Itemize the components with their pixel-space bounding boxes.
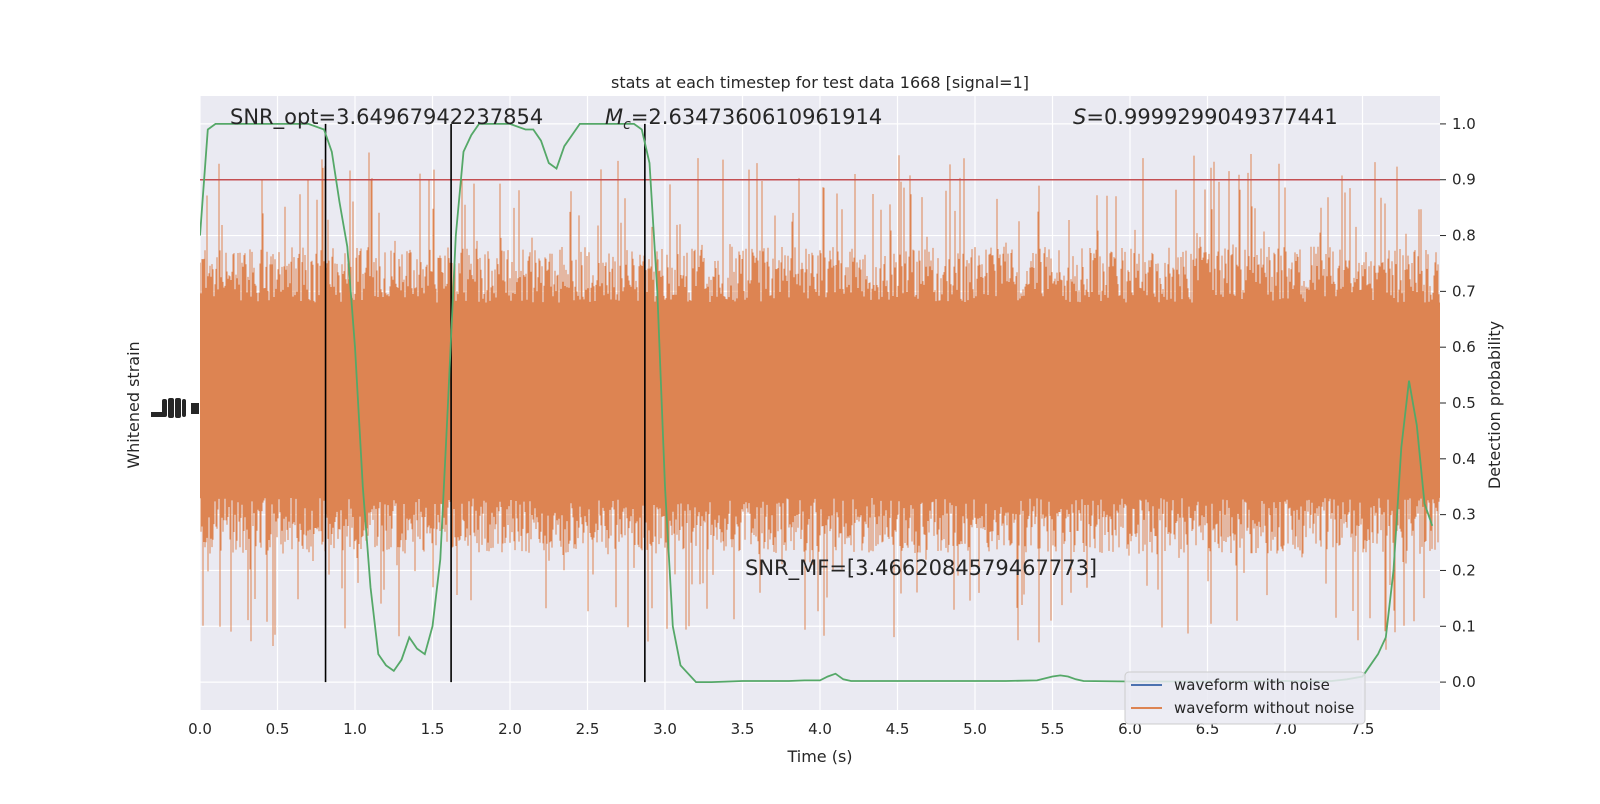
snr-mf-annotation: SNR_MF=[3.4662084579467773] — [745, 556, 1097, 581]
y-tick-label: 0.9 — [1452, 171, 1476, 189]
x-tick-label: 2.0 — [498, 720, 522, 738]
strain-series — [200, 152, 1440, 650]
x-tick-label: 0.5 — [266, 720, 290, 738]
y-tick-label: 0.2 — [1452, 561, 1476, 579]
right-y-axis-ticks: 0.0 0.1 0.2 0.3 0.4 0.5 0.6 0.7 0.8 0.9 1.0 — [1440, 115, 1476, 691]
snr-opt-annotation: SNR_opt=3.64967942237854 — [230, 105, 543, 130]
left-y-axis-glyphs — [151, 398, 199, 418]
x-tick-label: 4.0 — [808, 720, 832, 738]
detection-probability-line — [200, 123, 1434, 683]
x-tick-label: 1.0 — [343, 720, 367, 738]
x-tick-label: 4.5 — [886, 720, 910, 738]
y-tick-label: 0.7 — [1452, 282, 1476, 300]
x-tick-label: 5.5 — [1041, 720, 1065, 738]
y-tick-label: 1.0 — [1452, 115, 1476, 133]
strain-lower-spikes — [200, 403, 1440, 650]
y-tick-label: 0.0 — [1452, 673, 1476, 691]
legend: waveform with noise waveform without noi… — [1124, 671, 1366, 725]
x-tick-label: 5.0 — [963, 720, 987, 738]
y-tick-label: 0.3 — [1452, 506, 1476, 524]
legend-box — [1124, 671, 1366, 725]
y-tick-label: 0.1 — [1452, 617, 1476, 635]
x-tick-label: 3.0 — [653, 720, 677, 738]
strain-upper-spikes — [200, 152, 1440, 403]
x-tick-label: 0.0 — [188, 720, 212, 738]
x-axis-label: Time (s) — [786, 747, 852, 766]
y-tick-label: 0.5 — [1452, 394, 1476, 412]
left-y-axis-label: Whitened strain — [124, 341, 143, 468]
chirp-mass-annotation: Mc=2.6347360610961914 — [605, 105, 882, 133]
y-tick-label: 0.8 — [1452, 227, 1476, 245]
legend-label-with-noise: waveform with noise — [1174, 676, 1330, 694]
s-annotation: S=0.9999299049377441 — [1073, 105, 1338, 129]
detection-probability-series — [200, 123, 1434, 683]
x-tick-label: 1.5 — [421, 720, 445, 738]
chart-title: stats at each timestep for test data 166… — [611, 73, 1029, 92]
y-tick-label: 0.4 — [1452, 450, 1476, 468]
legend-label-without-noise: waveform without noise — [1174, 699, 1354, 717]
x-tick-label: 3.5 — [731, 720, 755, 738]
vertical-markers — [324, 123, 646, 683]
y-tick-label: 0.6 — [1452, 338, 1476, 356]
x-tick-label: 2.5 — [576, 720, 600, 738]
right-y-axis-label: Detection probability — [1485, 321, 1504, 489]
